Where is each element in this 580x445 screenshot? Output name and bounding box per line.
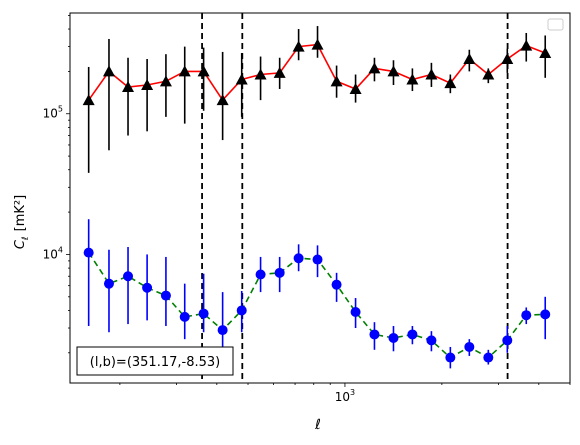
y-tick-label-exponent: 4	[58, 245, 63, 254]
data-point-circle	[388, 332, 399, 343]
data-point-circle	[331, 279, 342, 290]
data-point-circle	[312, 254, 323, 265]
data-point-circle	[142, 282, 153, 293]
y-tick-label-0: 104	[43, 245, 63, 261]
data-point-triangle	[292, 40, 305, 52]
data-point-circle	[83, 247, 94, 258]
y-axis-label-symbol: C	[13, 239, 28, 249]
data-point-circle	[407, 329, 418, 340]
data-point-triangle	[102, 65, 115, 77]
data-point-triangle	[539, 47, 552, 59]
data-point-circle	[217, 325, 228, 336]
series-1	[83, 219, 551, 369]
data-point-triangle	[254, 68, 267, 80]
data-point-triangle	[501, 52, 514, 64]
data-point-circle	[123, 271, 134, 282]
y-axis-label: Cℓ [mK²]	[13, 195, 31, 249]
data-point-triangle	[425, 68, 438, 80]
data-point-circle	[521, 310, 532, 321]
data-point-circle	[464, 341, 475, 352]
x-tick-label-base: 10	[335, 390, 350, 404]
data-point-circle	[540, 309, 551, 320]
y-tick-label-base: 10	[43, 247, 58, 261]
data-point-circle	[236, 305, 247, 316]
data-point-circle	[179, 311, 190, 322]
x-axis-label: ℓ	[314, 417, 321, 433]
data-point-triangle	[406, 73, 419, 85]
data-point-triangle	[273, 66, 286, 78]
data-point-triangle	[463, 52, 476, 64]
data-point-circle	[274, 267, 285, 278]
data-point-triangle	[197, 65, 210, 77]
data-point-triangle	[444, 77, 457, 89]
data-point-circle	[502, 335, 513, 346]
data-point-triangle	[159, 75, 172, 87]
data-point-triangle	[235, 73, 248, 85]
plot-area	[82, 13, 552, 383]
data-point-triangle	[387, 65, 400, 77]
data-point-circle	[255, 269, 266, 280]
data-point-circle	[445, 352, 456, 363]
data-point-circle	[160, 290, 171, 301]
annotation-text: (l,b)=(351.17,-8.53)	[90, 355, 220, 370]
y-axis-label-unit: [mK²]	[13, 195, 28, 232]
y-axis-label-subscript: ℓ	[21, 236, 31, 241]
annotation-box	[76, 346, 234, 376]
data-point-triangle	[349, 82, 362, 94]
data-point-circle	[103, 278, 114, 289]
data-point-circle	[350, 306, 361, 317]
axes-frame	[69, 12, 571, 384]
x-tick-label-0: 103	[335, 388, 355, 404]
data-point-triangle	[216, 94, 229, 106]
y-tick-label-1: 105	[43, 105, 63, 121]
data-point-triangle	[368, 62, 381, 74]
y-tick-label-exponent: 5	[58, 105, 63, 114]
data-point-triangle	[82, 94, 95, 106]
y-tick-label-base: 10	[43, 107, 58, 121]
series-0	[82, 26, 552, 173]
data-point-circle	[198, 308, 209, 319]
data-point-triangle	[520, 39, 533, 51]
x-tick-label-exponent: 3	[350, 388, 355, 397]
data-point-triangle	[122, 80, 135, 92]
data-point-circle	[483, 352, 494, 363]
data-point-circle	[369, 329, 380, 340]
data-point-triangle	[330, 75, 343, 87]
data-point-triangle	[311, 38, 324, 50]
data-point-triangle	[178, 65, 191, 77]
data-point-triangle	[482, 68, 495, 80]
data-point-circle	[293, 253, 304, 264]
data-point-circle	[426, 335, 437, 346]
legend-box[interactable]	[547, 18, 564, 31]
data-point-triangle	[141, 79, 154, 91]
